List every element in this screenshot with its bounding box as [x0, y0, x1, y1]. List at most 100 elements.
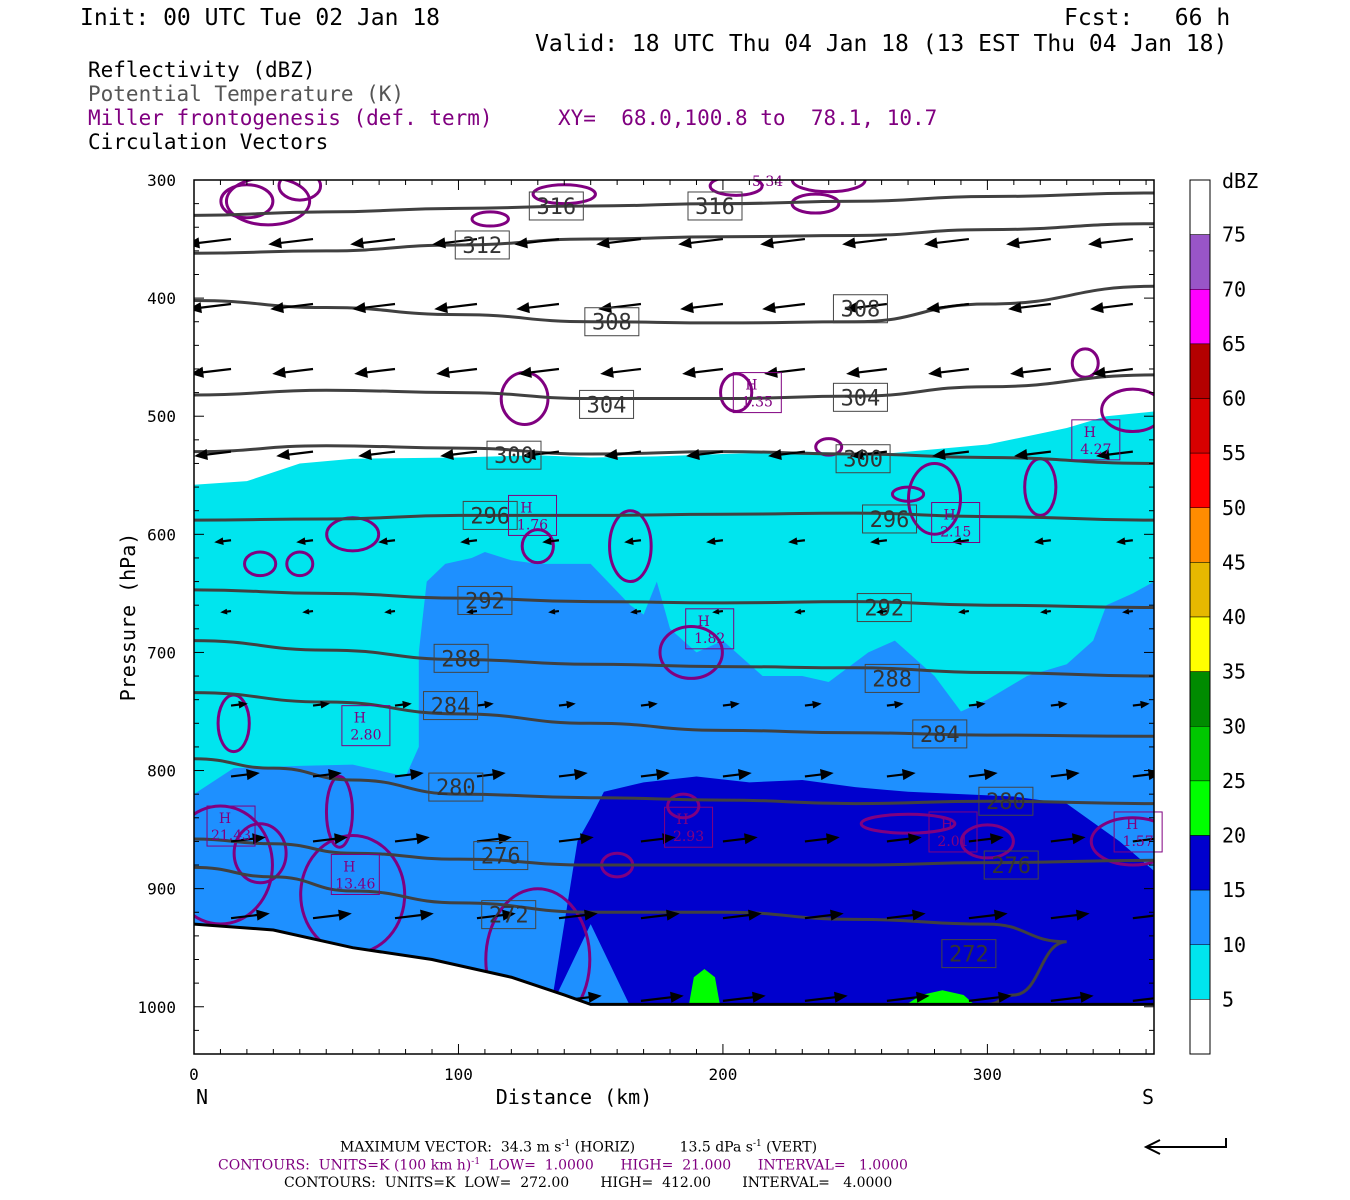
vector-arrow-head — [502, 909, 516, 921]
theta-contour-316 — [194, 191, 1154, 217]
vector-arrow-head — [302, 608, 310, 615]
theta-label-box — [473, 841, 529, 871]
colorbar-label: 25 — [1222, 769, 1246, 793]
theta-label-box — [528, 191, 584, 221]
vector-arrow-head — [436, 366, 450, 378]
theta-contour-288 — [194, 639, 1154, 678]
max-vector-text: MAXIMUM VECTOR: 34.3 m s-1 (HORIZ) 13.5 … — [340, 1139, 818, 1156]
vector-arrow-head — [1090, 302, 1104, 314]
legend-vectors: Circulation Vectors — [88, 130, 329, 154]
vector-arrow-head — [194, 366, 204, 378]
y-tick-label: 800 — [147, 762, 176, 781]
colorbar-swatch — [1189, 452, 1211, 508]
x-tick-label: 0 — [189, 1065, 199, 1084]
vector-arrow-head — [752, 991, 766, 1003]
vector-arrow-head — [270, 302, 284, 314]
reflectivity-15dbz-region — [551, 776, 1154, 1007]
theta-label-box — [486, 440, 542, 470]
vector-arrow-head — [1040, 608, 1048, 615]
colorbar-label: 40 — [1222, 605, 1246, 629]
max-label-box — [664, 806, 714, 848]
vector-arrow-head — [1079, 991, 1094, 1003]
vector-arrow-head — [1163, 993, 1173, 1001]
max-label-h: H — [520, 500, 532, 516]
theta-label: 276 — [481, 845, 521, 870]
theta-label: 272 — [489, 904, 529, 929]
vector-arrow-head — [358, 448, 372, 461]
vector-arrow-head — [328, 769, 342, 781]
theta-label-box — [579, 389, 635, 419]
theta-label: 280 — [986, 790, 1026, 815]
vector-arrow-head — [670, 991, 684, 1003]
vector-arrow-head — [416, 833, 430, 845]
max-label-box — [1113, 811, 1163, 853]
vector-arrow-head — [194, 448, 208, 461]
reference-vector-head — [1143, 1139, 1161, 1155]
miller-contour — [1070, 347, 1100, 379]
vector-arrow-head — [1014, 448, 1028, 461]
max-label-value: 1.35 — [742, 395, 773, 411]
miller-contour — [520, 528, 555, 565]
colorbar-label: 50 — [1222, 496, 1246, 520]
theta-contour-276 — [194, 837, 1154, 867]
miller-contour — [790, 192, 841, 215]
colorbar-swatch — [1189, 726, 1211, 782]
vector-arrow-head — [1034, 537, 1044, 545]
theta-contour-info: CONTOURS: UNITS=K LOW= 272.00 HIGH= 412.… — [284, 1175, 893, 1191]
vector-arrow — [1132, 914, 1154, 920]
vector-arrow-head — [1006, 237, 1020, 249]
theta-label-box — [423, 691, 479, 721]
vector-arrow-head — [666, 909, 680, 921]
terrain-line — [194, 922, 1154, 1006]
vector-arrow-head — [932, 448, 946, 461]
theta-contour-296 — [194, 511, 1154, 522]
vector-arrow-head — [678, 237, 692, 249]
vector-arrow-head — [588, 991, 602, 1003]
max-label-top: 5.34 — [752, 174, 783, 190]
vector-arrow-head — [844, 302, 858, 314]
south-label: S — [1142, 1085, 1154, 1109]
vector-arrow-head — [624, 537, 634, 545]
max-label-value: 1.57 — [1123, 834, 1154, 850]
max-label-box — [330, 853, 380, 895]
max-label-box — [1071, 419, 1121, 461]
vector-arrow-head — [842, 237, 856, 249]
theta-label: 284 — [920, 723, 960, 748]
max-label-value: 21.43 — [211, 828, 251, 844]
init-time: Init: 00 UTC Tue 02 Jan 18 — [80, 5, 441, 31]
vector-arrow — [1132, 997, 1154, 1002]
vector-arrow-head — [648, 700, 658, 709]
miller-contour — [277, 180, 323, 202]
vector-arrow — [1132, 772, 1154, 778]
vector-arrow-head — [246, 769, 260, 781]
max-label-box — [508, 494, 558, 536]
max-label-h: H — [941, 817, 953, 833]
max-label-value: 2.15 — [940, 525, 971, 541]
theta-label-box — [687, 191, 743, 221]
theta-label: 296 — [470, 504, 510, 529]
colorbar-swatch — [1189, 507, 1211, 563]
vector-arrow-head — [1092, 366, 1106, 378]
theta-label-box — [457, 585, 513, 615]
theta-label: 316 — [695, 195, 735, 220]
miller-contour — [499, 371, 550, 426]
vector-arrow-head — [410, 769, 424, 781]
vector-arrow-head — [997, 991, 1012, 1003]
max-label-h: H — [944, 508, 956, 524]
vector-arrow-head — [580, 833, 594, 845]
theta-contour-272 — [194, 865, 1067, 1006]
colorbar-frame — [1189, 179, 1211, 1055]
vector-arrow-head — [1116, 537, 1126, 545]
vector-arrow-head — [1071, 833, 1086, 845]
theta-label-box — [428, 772, 484, 802]
y-tick-label: 700 — [147, 643, 176, 662]
max-label-value: 2.93 — [673, 829, 704, 845]
miller-contour — [719, 372, 754, 413]
theta-label: 308 — [841, 298, 881, 323]
vector-arrow-head — [1140, 700, 1150, 709]
vector-arrow-head — [268, 237, 282, 249]
vector-arrow-head — [706, 537, 716, 545]
plot-area — [194, 180, 1173, 1054]
colorbar-label: 65 — [1222, 332, 1246, 356]
